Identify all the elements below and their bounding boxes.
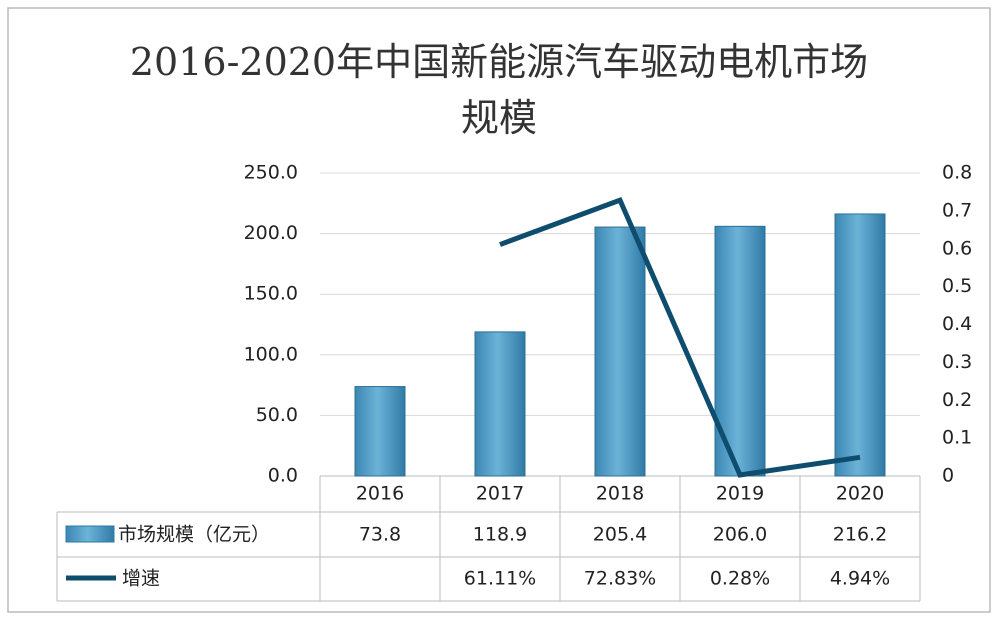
bar	[594, 226, 646, 477]
y2-tick-label: 0.6	[942, 237, 972, 259]
y-tick-label: 150.0	[244, 283, 298, 305]
legend-swatch	[65, 525, 115, 543]
table-value: 216.2	[833, 524, 887, 546]
table-value: 0.28%	[710, 568, 770, 590]
y-tick-label: 0.0	[268, 465, 298, 487]
y-tick-label: 250.0	[244, 162, 298, 184]
table-value: 61.11%	[464, 568, 536, 590]
y2-tick-label: 0.3	[942, 351, 972, 373]
legend-label: 市场规模（亿元）	[118, 524, 270, 546]
legend-label: 增速	[122, 568, 160, 590]
x-tick-label: 2016	[356, 483, 404, 505]
y2-tick-label: 0.7	[942, 199, 972, 221]
table-value: 205.4	[593, 524, 647, 546]
bar	[354, 386, 406, 477]
table-value: 118.9	[473, 524, 527, 546]
x-tick-label: 2020	[836, 483, 884, 505]
y-tick-label: 100.0	[244, 343, 298, 365]
y2-tick-label: 0.2	[942, 389, 972, 411]
table-value: 72.83%	[584, 568, 656, 590]
y2-tick-label: 0.5	[942, 275, 972, 297]
y-tick-label: 200.0	[244, 222, 298, 244]
y-tick-label: 50.0	[256, 404, 298, 426]
x-tick-label: 2018	[596, 483, 644, 505]
frame	[7, 7, 991, 613]
x-tick-label: 2017	[476, 483, 524, 505]
line	[499, 196, 861, 478]
x-tick-label: 2019	[716, 483, 764, 505]
table-value: 206.0	[713, 524, 767, 546]
y2-tick-label: 0.4	[942, 313, 972, 335]
chart-title: 2016-2020年中国新能源汽车驱动电机市场规模	[129, 40, 869, 140]
y2-tick-label: 0.1	[942, 427, 972, 449]
bar	[834, 213, 886, 477]
table-value: 73.8	[359, 524, 401, 546]
bar	[474, 331, 526, 477]
y2-tick-label: 0	[942, 465, 954, 487]
y2-tick-label: 0.8	[942, 162, 972, 184]
table-value: 4.94%	[830, 568, 890, 590]
